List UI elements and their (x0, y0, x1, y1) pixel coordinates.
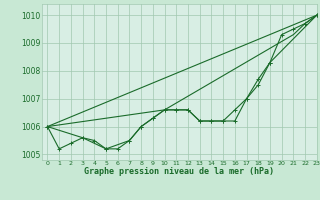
X-axis label: Graphe pression niveau de la mer (hPa): Graphe pression niveau de la mer (hPa) (84, 167, 274, 176)
